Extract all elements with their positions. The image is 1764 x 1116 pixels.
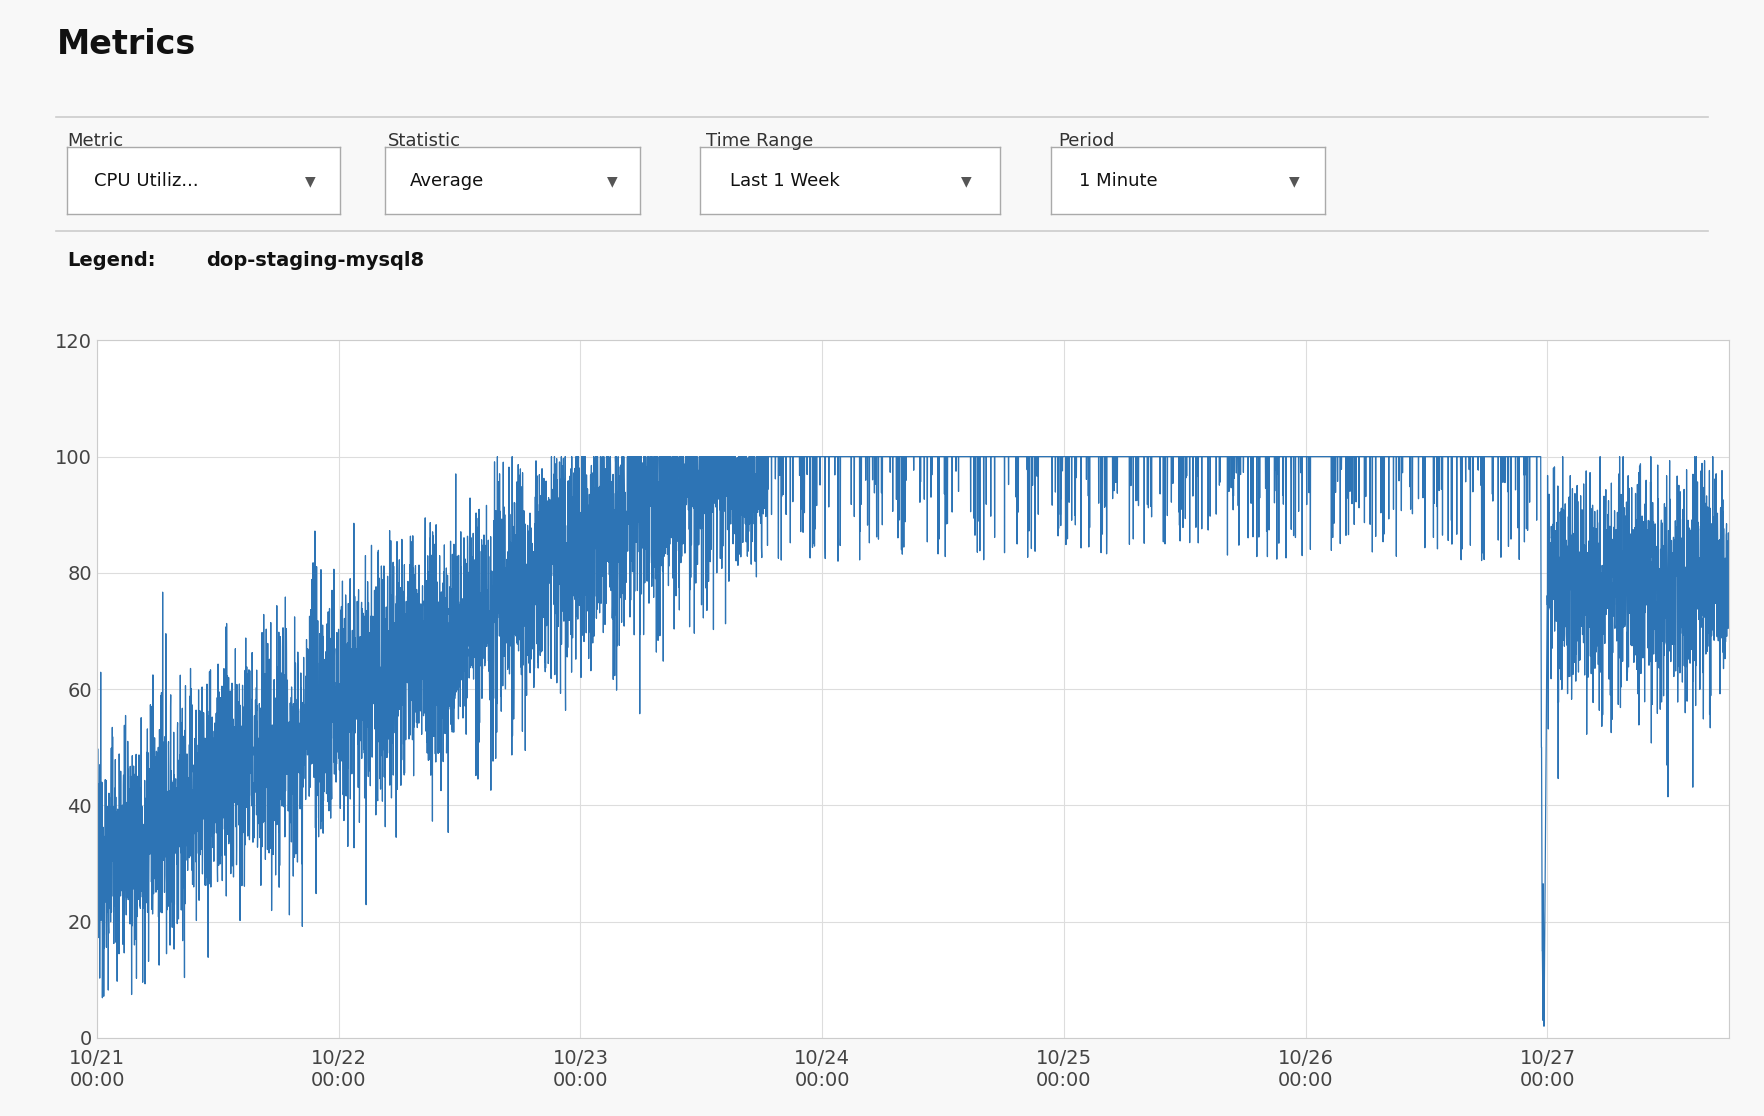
Text: ▼: ▼ [1289, 174, 1300, 187]
Text: Statistic: Statistic [388, 132, 460, 150]
Text: Period: Period [1058, 132, 1115, 150]
Text: dop-staging-mysql8: dop-staging-mysql8 [206, 251, 425, 270]
Text: ▼: ▼ [305, 174, 316, 187]
Text: Last 1 Week: Last 1 Week [730, 172, 840, 190]
Text: Legend:: Legend: [67, 251, 155, 270]
Text: Metric: Metric [67, 132, 123, 150]
Text: ▼: ▼ [607, 174, 617, 187]
Text: Metrics: Metrics [56, 28, 196, 61]
Text: 1 Minute: 1 Minute [1080, 172, 1157, 190]
Text: ▼: ▼ [961, 174, 972, 187]
Text: Average: Average [409, 172, 485, 190]
Text: CPU Utiliz...: CPU Utiliz... [95, 172, 199, 190]
Text: Time Range: Time Range [706, 132, 813, 150]
